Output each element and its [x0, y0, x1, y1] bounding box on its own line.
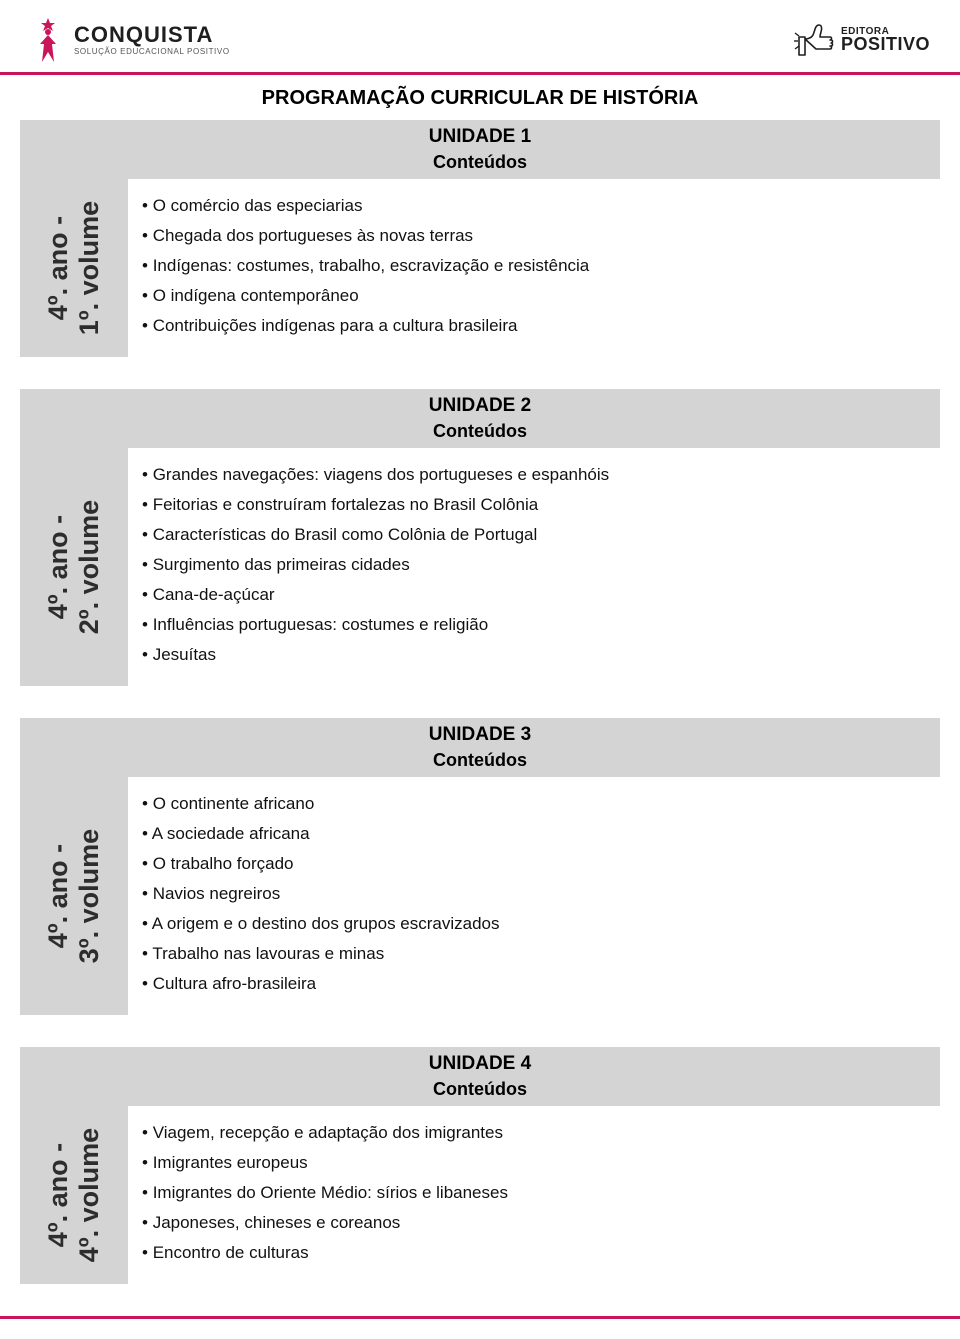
unit-gray-wrap: UNIDADE 1 Conteúdos 4º. ano -1º. volume O c…	[20, 120, 940, 357]
unit-item: Imigrantes europeus	[142, 1148, 922, 1178]
unit-item: Jesuítas	[142, 640, 922, 670]
unit-sidebar-label: 4º. ano -4º. volume	[43, 1128, 105, 1262]
page-title: PROGRAMAÇÃO CURRICULAR DE HISTÓRIA	[0, 75, 960, 120]
person-star-icon	[30, 18, 66, 62]
unit-item: Encontro de culturas	[142, 1238, 922, 1268]
unit-subtitle: Conteúdos	[20, 152, 940, 173]
unit-item: O continente africano	[142, 789, 922, 819]
unit-item-list: Grandes navegações: viagens dos portugue…	[142, 460, 922, 670]
unit-item: Imigrantes do Oriente Médio: sírios e li…	[142, 1178, 922, 1208]
unit-item: Indígenas: costumes, trabalho, escraviza…	[142, 251, 922, 281]
unit-content: Grandes navegações: viagens dos portugue…	[128, 448, 940, 686]
logo-positivo: EDITORA POSITIVO	[793, 21, 930, 59]
unit-header: UNIDADE 2 Conteúdos	[20, 389, 940, 448]
unit-gray-wrap: UNIDADE 3 Conteúdos 4º. ano -3º. volume O c…	[20, 718, 940, 1015]
unit-item: O trabalho forçado	[142, 849, 922, 879]
unit-item: Feitorias e construíram fortalezas no Br…	[142, 490, 922, 520]
unit-content: Viagem, recepção e adaptação dos imigran…	[128, 1106, 940, 1284]
divider-bottom	[0, 1316, 960, 1319]
unit-title: UNIDADE 2	[20, 395, 940, 417]
thumbs-up-icon	[793, 21, 835, 59]
unit-item: Trabalho nas lavouras e minas	[142, 939, 922, 969]
unit-subtitle: Conteúdos	[20, 421, 940, 442]
unit-sidebar: 4º. ano -1º. volume	[20, 179, 128, 357]
unit-item: O comércio das especiarias	[142, 191, 922, 221]
unit-block: UNIDADE 2 Conteúdos 4º. ano -2º. volume Gra…	[20, 389, 940, 686]
unit-item: A sociedade africana	[142, 819, 922, 849]
logo-positivo-main: POSITIVO	[841, 36, 930, 53]
unit-subtitle: Conteúdos	[20, 750, 940, 771]
unit-block: UNIDADE 4 Conteúdos 4º. ano -4º. volume Via…	[20, 1047, 940, 1284]
unit-item-list: Viagem, recepção e adaptação dos imigran…	[142, 1118, 922, 1268]
unit-item: Grandes navegações: viagens dos portugue…	[142, 460, 922, 490]
unit-body: 4º. ano -2º. volume Grandes navegações: v…	[20, 448, 940, 686]
unit-sidebar-label: 4º. ano -3º. volume	[43, 829, 105, 963]
unit-sidebar-label: 4º. ano -2º. volume	[43, 500, 105, 634]
logo-conquista: CONQUISTA SOLUÇÃO EDUCACIONAL POSITIVO	[30, 18, 230, 62]
unit-item: Contribuições indígenas para a cultura b…	[142, 311, 922, 341]
unit-item: Viagem, recepção e adaptação dos imigran…	[142, 1118, 922, 1148]
unit-item: Navios negreiros	[142, 879, 922, 909]
unit-sidebar-label: 4º. ano -1º. volume	[43, 201, 105, 335]
unit-content: O continente africanoA sociedade african…	[128, 777, 940, 1015]
unit-title: UNIDADE 4	[20, 1053, 940, 1075]
unit-item: Chegada dos portugueses às novas terras	[142, 221, 922, 251]
unit-gray-wrap: UNIDADE 2 Conteúdos 4º. ano -2º. volume Gra…	[20, 389, 940, 686]
unit-block: UNIDADE 3 Conteúdos 4º. ano -3º. volume O c…	[20, 718, 940, 1015]
unit-sidebar: 4º. ano -2º. volume	[20, 448, 128, 686]
unit-title: UNIDADE 3	[20, 724, 940, 746]
unit-title: UNIDADE 1	[20, 126, 940, 148]
logo-conquista-title: CONQUISTA	[74, 24, 230, 46]
unit-header: UNIDADE 4 Conteúdos	[20, 1047, 940, 1106]
unit-item-list: O continente africanoA sociedade african…	[142, 789, 922, 999]
unit-item: A origem e o destino dos grupos escraviz…	[142, 909, 922, 939]
page-header: CONQUISTA SOLUÇÃO EDUCACIONAL POSITIVO E…	[0, 0, 960, 72]
logo-positivo-text: EDITORA POSITIVO	[841, 27, 930, 54]
unit-body: 4º. ano -4º. volume Viagem, recepção e ad…	[20, 1106, 940, 1284]
unit-block: UNIDADE 1 Conteúdos 4º. ano -1º. volume O c…	[20, 120, 940, 357]
unit-gray-wrap: UNIDADE 4 Conteúdos 4º. ano -4º. volume Via…	[20, 1047, 940, 1284]
unit-item: O indígena contemporâneo	[142, 281, 922, 311]
unit-item: Cultura afro-brasileira	[142, 969, 922, 999]
unit-subtitle: Conteúdos	[20, 1079, 940, 1100]
unit-item: Surgimento das primeiras cidades	[142, 550, 922, 580]
unit-sidebar: 4º. ano -4º. volume	[20, 1106, 128, 1284]
logo-conquista-subtitle: SOLUÇÃO EDUCACIONAL POSITIVO	[74, 48, 230, 56]
unit-item-list: O comércio das especiariasChegada dos po…	[142, 191, 922, 341]
unit-body: 4º. ano -1º. volume O comércio das especi…	[20, 179, 940, 357]
unit-item: Influências portuguesas: costumes e reli…	[142, 610, 922, 640]
unit-item: Características do Brasil como Colônia d…	[142, 520, 922, 550]
unit-content: O comércio das especiariasChegada dos po…	[128, 179, 940, 357]
unit-header: UNIDADE 1 Conteúdos	[20, 120, 940, 179]
unit-item: Cana-de-açúcar	[142, 580, 922, 610]
unit-item: Japoneses, chineses e coreanos	[142, 1208, 922, 1238]
unit-sidebar: 4º. ano -3º. volume	[20, 777, 128, 1015]
logo-conquista-text: CONQUISTA SOLUÇÃO EDUCACIONAL POSITIVO	[74, 24, 230, 56]
unit-body: 4º. ano -3º. volume O continente africano…	[20, 777, 940, 1015]
unit-header: UNIDADE 3 Conteúdos	[20, 718, 940, 777]
